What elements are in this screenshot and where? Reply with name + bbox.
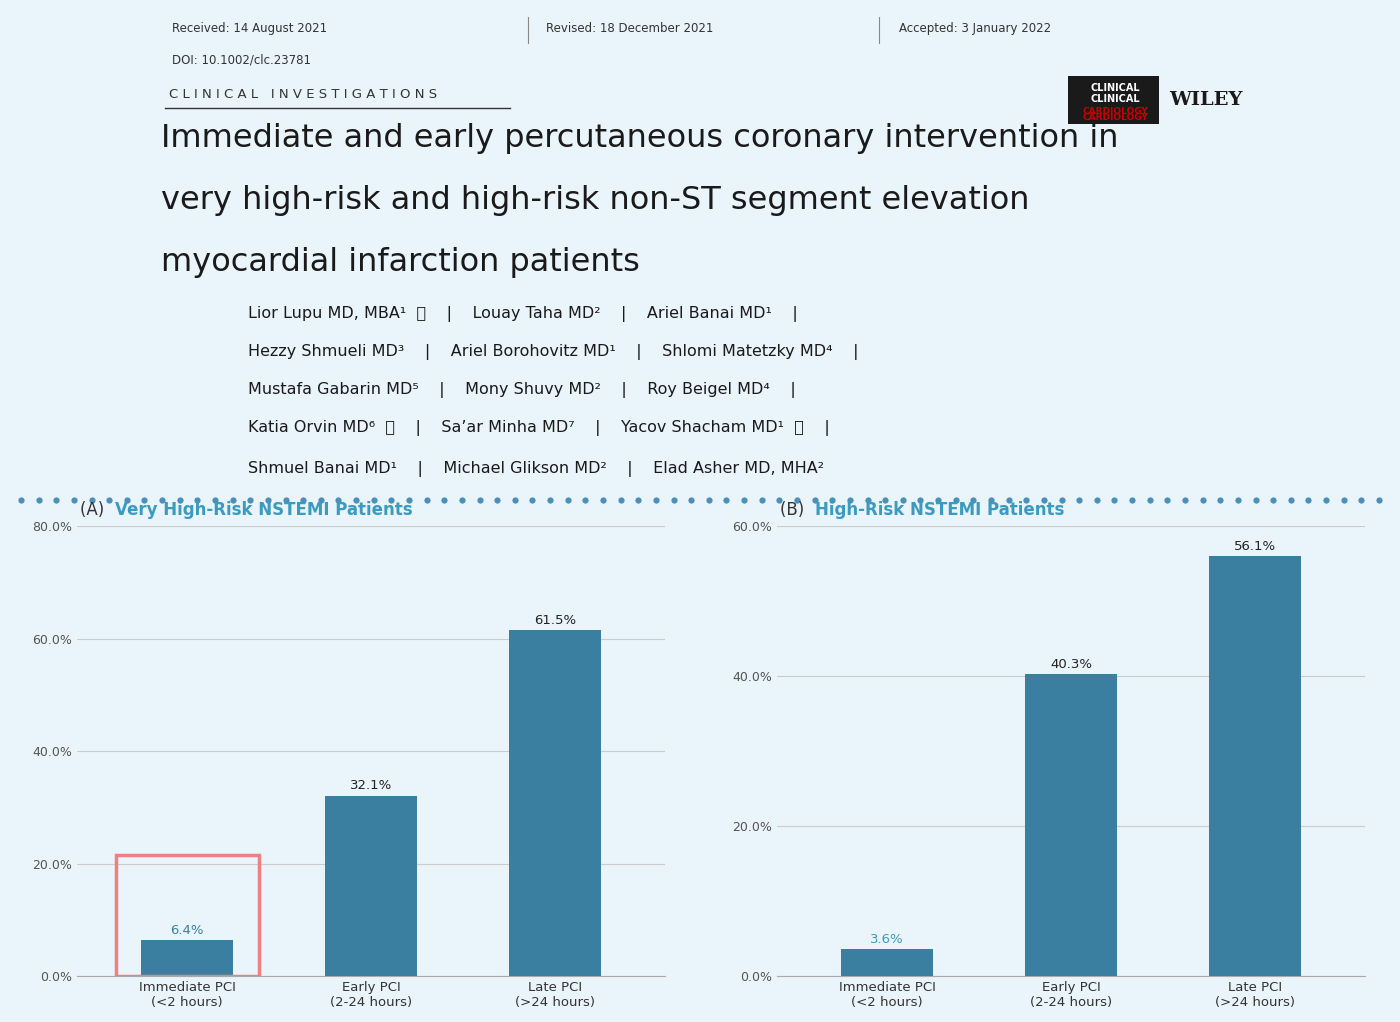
Text: 40.3%: 40.3% xyxy=(1050,658,1092,671)
Text: Shmuel Banai MD¹    |    Michael Glikson MD²    |    Elad Asher MD, MHA²: Shmuel Banai MD¹ | Michael Glikson MD² |… xyxy=(248,461,823,477)
Bar xyxy=(325,795,417,976)
Text: 56.1%: 56.1% xyxy=(1233,540,1275,553)
Text: High-Risk NSTEMI Patients: High-Risk NSTEMI Patients xyxy=(815,501,1064,519)
Bar xyxy=(508,631,601,976)
Text: myocardial infarction patients: myocardial infarction patients xyxy=(161,247,640,278)
Text: Received: 14 August 2021: Received: 14 August 2021 xyxy=(172,21,328,35)
Text: DOI: 10.1002/clc.23781: DOI: 10.1002/clc.23781 xyxy=(172,54,311,66)
Text: C L I N I C A L   I N V E S T I G A T I O N S: C L I N I C A L I N V E S T I G A T I O … xyxy=(169,88,438,101)
Text: CLINICAL: CLINICAL xyxy=(1091,94,1140,104)
Text: (A): (A) xyxy=(80,501,109,519)
Text: Mustafa Gabarin MD⁵    |    Mony Shuvy MD²    |    Roy Beigel MD⁴    |: Mustafa Gabarin MD⁵ | Mony Shuvy MD² | R… xyxy=(248,382,795,398)
Text: Accepted: 3 January 2022: Accepted: 3 January 2022 xyxy=(899,21,1051,35)
Text: CARDIOLOGY: CARDIOLOGY xyxy=(1082,112,1148,122)
Text: Immediate and early percutaneous coronary intervention in: Immediate and early percutaneous coronar… xyxy=(161,123,1119,153)
Text: 61.5%: 61.5% xyxy=(533,614,575,626)
Text: (B): (B) xyxy=(780,501,809,519)
Text: WILEY: WILEY xyxy=(1169,91,1243,109)
Bar xyxy=(141,940,234,976)
FancyBboxPatch shape xyxy=(1068,77,1159,124)
Text: 6.4%: 6.4% xyxy=(171,924,204,936)
Text: Revised: 18 December 2021: Revised: 18 December 2021 xyxy=(546,21,714,35)
Text: Hezzy Shmueli MD³    |    Ariel Borohovitz MD¹    |    Shlomi Matetzky MD⁴    |: Hezzy Shmueli MD³ | Ariel Borohovitz MD¹… xyxy=(248,344,858,360)
Text: Lior Lupu MD, MBA¹  ⓘ    |    Louay Taha MD²    |    Ariel Banai MD¹    |: Lior Lupu MD, MBA¹ ⓘ | Louay Taha MD² | … xyxy=(248,307,798,322)
Text: CLINICAL: CLINICAL xyxy=(1091,84,1140,93)
Text: Katia Orvin MD⁶  ⓘ    |    Sa’ar Minha MD⁷    |    Yacov Shacham MD¹  ⓘ    |: Katia Orvin MD⁶ ⓘ | Sa’ar Minha MD⁷ | Ya… xyxy=(248,420,830,435)
Text: 32.1%: 32.1% xyxy=(350,779,392,792)
Text: very high-risk and high-risk non-ST segment elevation: very high-risk and high-risk non-ST segm… xyxy=(161,185,1029,216)
Bar xyxy=(1025,673,1117,976)
Bar xyxy=(1208,556,1301,976)
Text: Very High-Risk NSTEMI Patients: Very High-Risk NSTEMI Patients xyxy=(115,501,413,519)
Bar xyxy=(841,949,934,976)
Text: 3.6%: 3.6% xyxy=(871,933,904,946)
Text: CARDIOLOGY: CARDIOLOGY xyxy=(1082,107,1148,117)
